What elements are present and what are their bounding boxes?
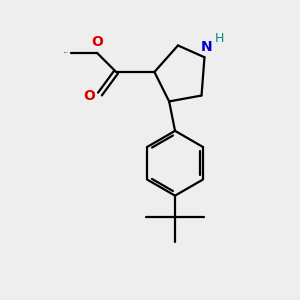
Text: N: N bbox=[201, 40, 213, 54]
Text: O: O bbox=[91, 35, 103, 49]
Text: H: H bbox=[215, 32, 224, 45]
Text: O: O bbox=[84, 88, 95, 103]
Text: methyl: methyl bbox=[64, 52, 68, 53]
